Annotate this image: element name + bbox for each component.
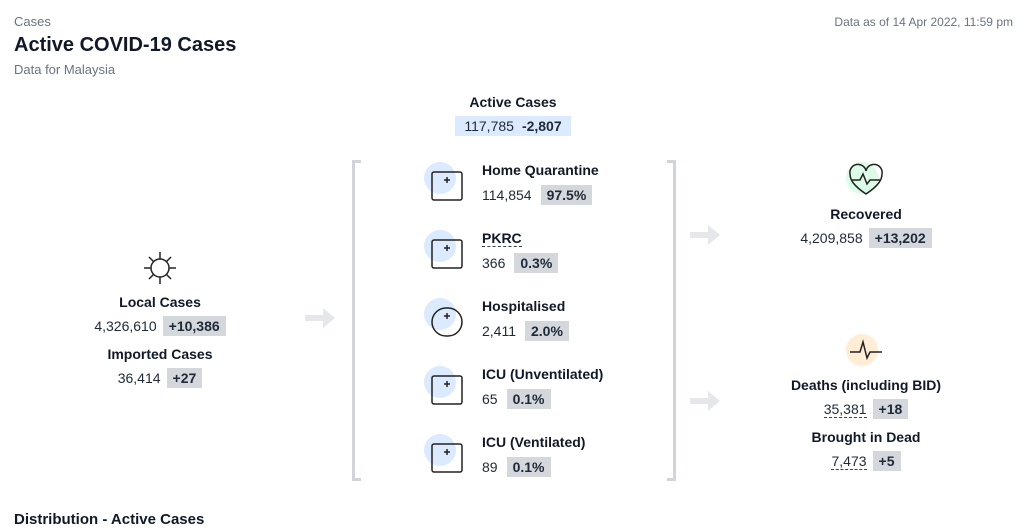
item-icon — [424, 366, 463, 405]
share: 0.1% — [506, 457, 551, 477]
section-heading: Distribution - Active Cases — [14, 511, 205, 528]
change: +10,386 — [162, 316, 226, 336]
label: Deaths (including BID) — [790, 377, 942, 393]
deaths-block: Deaths (including BID) 35,381 +18 Brought… — [766, 377, 966, 471]
change: +27 — [166, 368, 203, 388]
share: 2.0% — [525, 321, 569, 341]
change: +18 — [872, 399, 909, 419]
values: 114,854 97.5% — [482, 185, 599, 205]
value: 65 — [482, 391, 498, 407]
item-icon — [424, 298, 463, 337]
active-values: 117,785 -2,807 — [455, 116, 571, 136]
label: Imported Cases — [107, 346, 213, 362]
values: 65 0.1% — [482, 389, 603, 409]
label: ICU (Ventilated) — [482, 434, 586, 450]
share: 0.1% — [506, 389, 551, 409]
item-icon — [424, 162, 463, 201]
label: Home Quarantine — [482, 162, 599, 178]
values: 36,414 +27 — [118, 368, 203, 388]
label: Local Cases — [119, 294, 201, 310]
value: 4,326,610 — [94, 318, 157, 334]
local-block: Local Cases 4,326,610 +10,386 Imported Ca… — [60, 294, 260, 388]
label: Hospitalised — [482, 298, 566, 314]
virus-icon — [144, 252, 176, 284]
label: ICU (Unventilated) — [482, 366, 604, 382]
breakdown-item: Hospitalised 2,411 2.0% — [482, 298, 569, 341]
timestamp: Data as of 14 Apr 2022, 11:59 pm — [834, 15, 1013, 29]
value: 114,854 — [482, 187, 532, 203]
change: +13,202 — [868, 228, 932, 248]
page-title: Active COVID-19 Cases — [14, 34, 237, 56]
values: 35,381 +18 — [823, 399, 909, 419]
label: PKRC — [482, 230, 522, 247]
value: 89 — [482, 459, 498, 475]
subtitle: Data for Malaysia — [14, 62, 116, 77]
arrow — [690, 391, 720, 411]
bracket-left — [352, 160, 361, 481]
breakdown-item: ICU (Ventilated) 89 0.1% — [482, 434, 585, 477]
breakdown-item: PKRC 366 0.3% — [482, 230, 559, 273]
change: +5 — [872, 451, 901, 471]
deaths-icon — [846, 334, 882, 366]
label: Brought in Dead — [811, 429, 921, 445]
share: 97.5% — [540, 185, 593, 205]
arrow — [305, 308, 335, 328]
item-icon — [424, 230, 463, 269]
value: 117,785 — [464, 118, 514, 134]
values: 2,411 2.0% — [482, 321, 569, 341]
value: 4,209,858 — [800, 230, 863, 246]
share: 0.3% — [514, 253, 559, 273]
breakdown-item: Home Quarantine 114,854 97.5% — [482, 162, 599, 205]
recovered-icon — [846, 162, 883, 195]
arrow — [690, 225, 720, 245]
change: -2,807 — [521, 118, 562, 134]
section-label: Cases — [14, 14, 51, 29]
values: 4,326,610 +10,386 — [94, 316, 226, 336]
values: 366 0.3% — [482, 253, 559, 273]
values: 7,473 +5 — [831, 451, 901, 471]
value: 7,473 — [831, 452, 867, 470]
item-icon — [424, 434, 463, 473]
value: 36,414 — [117, 370, 161, 386]
value: 366 — [482, 255, 506, 271]
value: 2,411 — [482, 323, 516, 339]
label: Active Cases — [469, 94, 557, 110]
values: 89 0.1% — [482, 457, 585, 477]
value: 35,381 — [823, 400, 867, 418]
recovered-block: Recovered 4,209,858 +13,202 — [766, 206, 966, 248]
label: Recovered — [830, 206, 902, 222]
values: 4,209,858 +13,202 — [800, 228, 932, 248]
active-block: Active Cases 117,785 -2,807 — [413, 94, 613, 136]
bracket-right — [667, 160, 676, 481]
breakdown-item: ICU (Unventilated) 65 0.1% — [482, 366, 603, 409]
